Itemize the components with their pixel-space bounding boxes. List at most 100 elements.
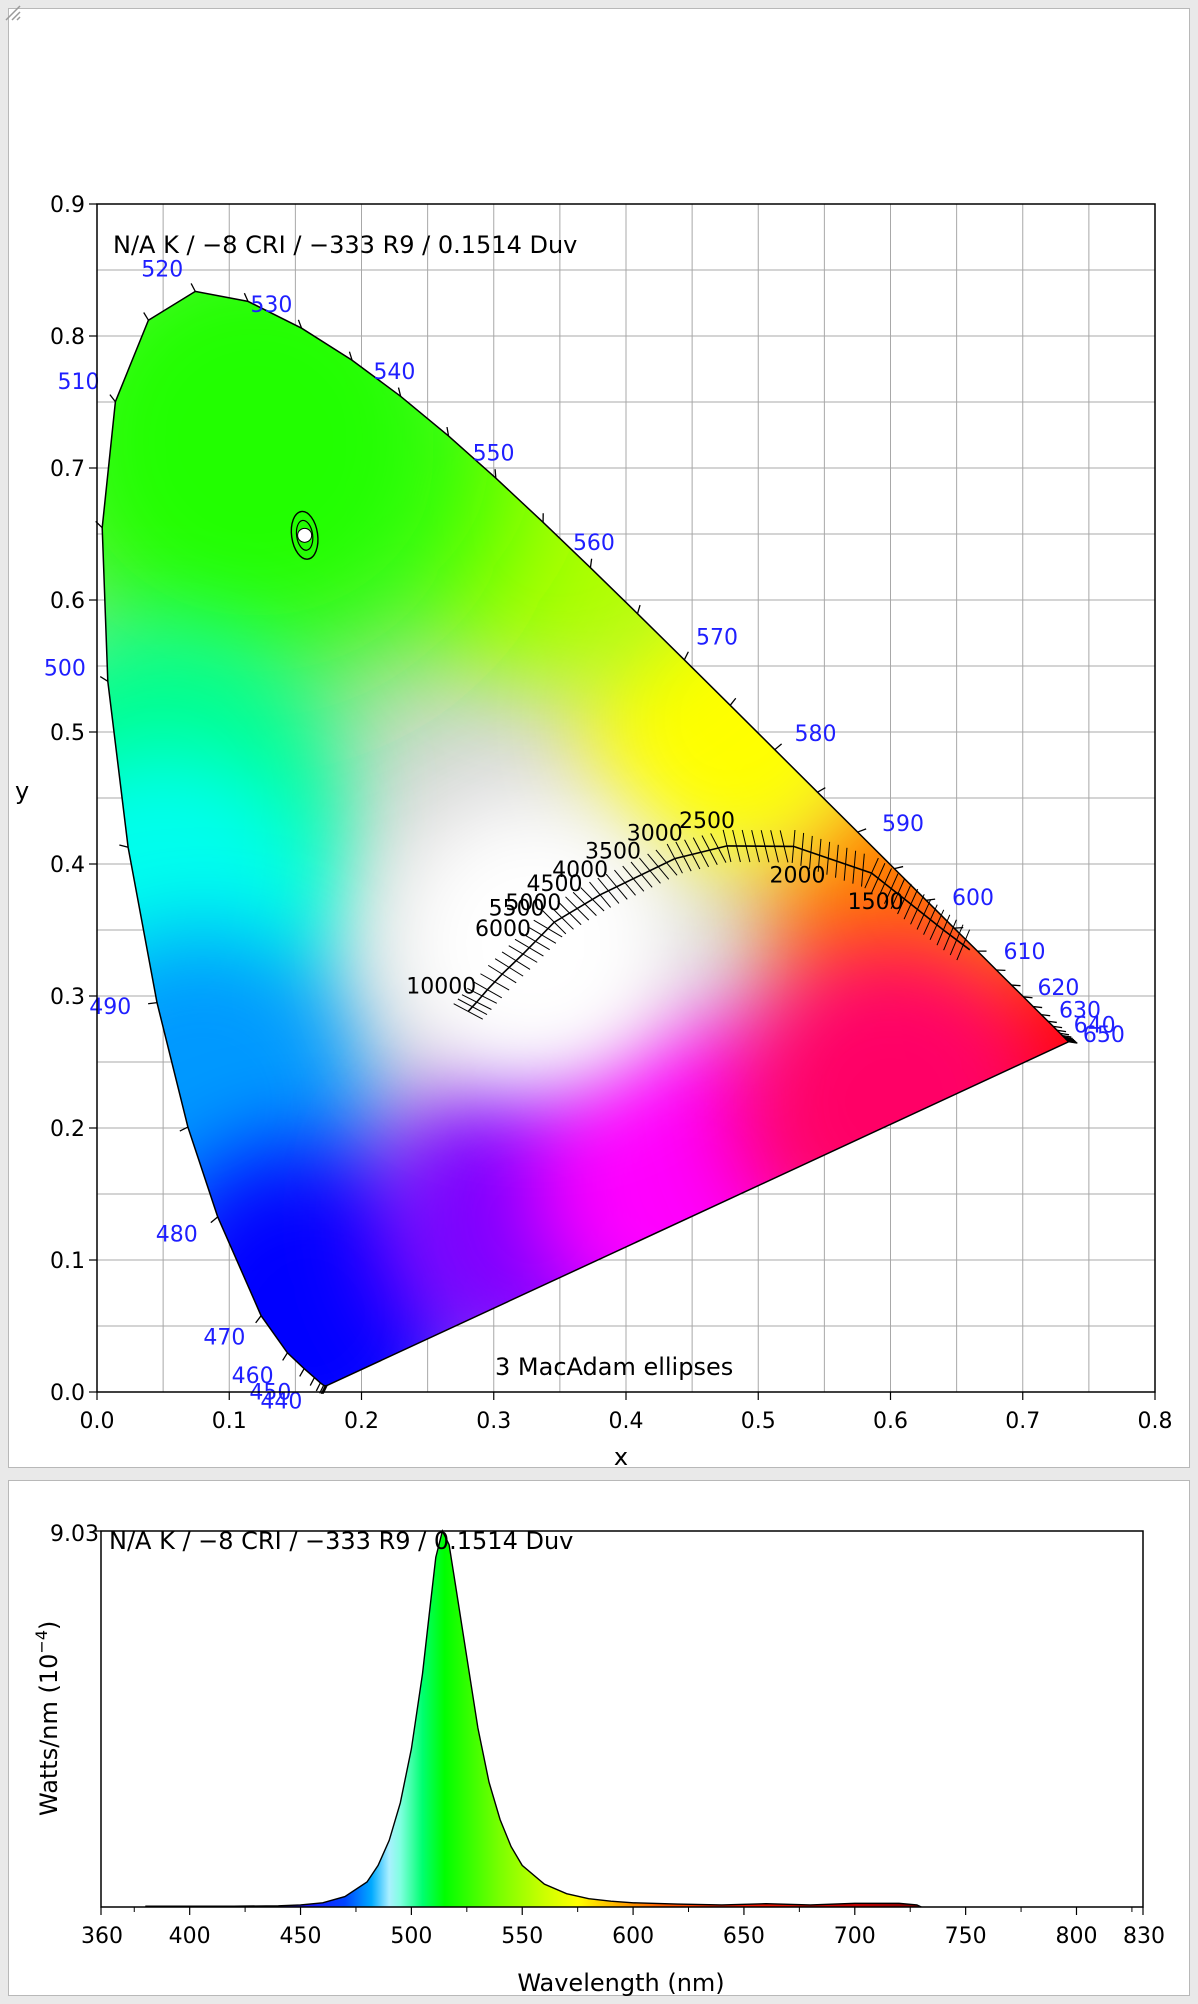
cct-label: 3500 bbox=[585, 839, 641, 864]
wavelength-tick bbox=[683, 651, 689, 661]
isotemperature-line bbox=[480, 973, 510, 991]
cie-y-axis-title: y bbox=[15, 777, 29, 805]
spd-y-axis-title-exponent: −4 bbox=[32, 1630, 51, 1654]
spectrum-fill bbox=[145, 1531, 922, 1907]
wavelength-label: 620 bbox=[1037, 976, 1079, 1001]
spd-x-axis-title: Wavelength (nm) bbox=[517, 1969, 724, 1997]
x-tick-label: 0.4 bbox=[609, 1409, 644, 1434]
x-tick-label: 0.6 bbox=[873, 1409, 908, 1434]
spd-x-tick-label: 360 bbox=[81, 1924, 123, 1949]
isotemperature-line bbox=[956, 929, 971, 961]
wavelength-tick bbox=[148, 1001, 158, 1005]
isotemperature-line bbox=[943, 919, 957, 951]
wavelength-tick bbox=[190, 283, 196, 292]
wavelength-label: 640 bbox=[1074, 1014, 1116, 1039]
wavelength-tick bbox=[1064, 1037, 1075, 1041]
wavelength-tick bbox=[894, 865, 904, 870]
y-tick-label: 0.2 bbox=[50, 1117, 85, 1142]
isotemperature-line bbox=[870, 863, 886, 894]
isotemperature-line bbox=[929, 909, 945, 941]
wavelength-tick bbox=[109, 394, 116, 403]
isotemperature-line bbox=[572, 891, 597, 916]
isotemperature-line bbox=[501, 951, 531, 970]
cct-label: 1500 bbox=[848, 890, 904, 915]
isotemperature-line bbox=[791, 829, 796, 863]
chromaticity-point-group bbox=[290, 510, 319, 560]
wavelength-tick bbox=[143, 312, 149, 321]
wavelength-label: 570 bbox=[696, 626, 738, 651]
macadam-ellipse bbox=[290, 510, 319, 560]
wavelength-tick bbox=[857, 828, 867, 833]
wavelength-tick bbox=[1023, 996, 1033, 999]
isotemperature-line bbox=[647, 853, 670, 880]
wavelength-label: 550 bbox=[473, 441, 515, 466]
cct-label: 3000 bbox=[627, 822, 683, 847]
cct-label: 5500 bbox=[489, 896, 545, 921]
isotemperature-line bbox=[817, 838, 822, 872]
cct-label: 2500 bbox=[679, 809, 735, 834]
isotemperature-line bbox=[692, 837, 710, 868]
spd-x-tick-label: 830 bbox=[1123, 1924, 1165, 1949]
isotemperature-line bbox=[508, 945, 538, 963]
wavelength-tick bbox=[1060, 1032, 1070, 1036]
wavelength-label: 590 bbox=[882, 812, 924, 837]
spd-x-tick-label: 500 bbox=[390, 1924, 432, 1949]
isotemperature-line bbox=[580, 887, 605, 912]
gamut-color-blob bbox=[102, 291, 516, 702]
isotemperature-line bbox=[877, 868, 892, 899]
planckian-locus-curve bbox=[467, 845, 971, 1012]
isotemperature-line bbox=[732, 829, 741, 863]
isotemperature-line bbox=[472, 981, 502, 999]
wavelength-label: 610 bbox=[1004, 940, 1046, 965]
isotemperature-line bbox=[884, 873, 899, 904]
isotemperature-line bbox=[666, 843, 683, 874]
cct-label: 4500 bbox=[527, 872, 583, 897]
isotemperature-line bbox=[453, 1003, 484, 1020]
wavelength-label: 540 bbox=[373, 360, 415, 385]
wavelength-label: 450 bbox=[249, 1380, 291, 1405]
wavelength-tick bbox=[729, 697, 737, 706]
macadam-ellipse bbox=[295, 519, 314, 551]
isotemperature-line bbox=[467, 987, 497, 1004]
isotemperature-line bbox=[457, 998, 488, 1015]
wavelength-label: 470 bbox=[203, 1325, 245, 1350]
wavelength-tick bbox=[99, 675, 109, 682]
spd-y-axis-title-main: Watts/nm (10 bbox=[35, 1654, 63, 1816]
cct-label: 5000 bbox=[505, 891, 561, 916]
x-tick-label: 0.5 bbox=[741, 1409, 776, 1434]
wavelength-label: 650 bbox=[1083, 1023, 1125, 1048]
wavelength-label: 480 bbox=[156, 1222, 198, 1247]
resize-grip-icon[interactable] bbox=[0, 0, 22, 22]
isotemperature-line bbox=[923, 904, 938, 935]
isotemperature-line bbox=[589, 881, 612, 908]
spd-x-tick-label: 700 bbox=[834, 1924, 876, 1949]
wavelength-tick bbox=[1041, 1013, 1051, 1017]
wavelength-tick bbox=[299, 1368, 305, 1377]
wavelength-tick bbox=[397, 387, 402, 397]
x-tick-label: 0.8 bbox=[1138, 1409, 1173, 1434]
y-tick-label: 0.6 bbox=[50, 589, 85, 614]
cct-label: 4000 bbox=[552, 858, 608, 883]
isotemperature-line bbox=[835, 844, 839, 878]
cie-chromaticity-panel: 440 450 460 470 480 490 500 510 520 530 540 550 560 5… bbox=[8, 8, 1190, 1469]
y-tick-label: 0.9 bbox=[50, 193, 85, 218]
isotemperature-line bbox=[614, 869, 636, 896]
isotemperature-line bbox=[897, 883, 912, 915]
wavelength-label: 560 bbox=[573, 531, 615, 556]
wavelength-tick bbox=[243, 292, 249, 302]
cct-label: 10000 bbox=[406, 974, 476, 999]
isotemperature-line bbox=[751, 829, 760, 863]
wavelength-tick bbox=[1063, 1036, 1073, 1040]
cie-info-text: N/A K / −8 CRI / −333 R9 / 0.1514 Duv bbox=[113, 231, 577, 259]
wavelength-tick bbox=[282, 1352, 288, 1361]
wavelength-tick bbox=[255, 1315, 262, 1324]
isotemperature-line bbox=[494, 958, 524, 977]
isotemperature-line bbox=[949, 924, 964, 956]
cie-color-gamut bbox=[102, 291, 1069, 1386]
wavelength-tick bbox=[636, 604, 641, 614]
isotemperature-line bbox=[514, 938, 544, 957]
wavelength-tick bbox=[1066, 1039, 1076, 1043]
isotemperature-line bbox=[557, 901, 582, 926]
wavelength-tick bbox=[210, 1216, 219, 1224]
